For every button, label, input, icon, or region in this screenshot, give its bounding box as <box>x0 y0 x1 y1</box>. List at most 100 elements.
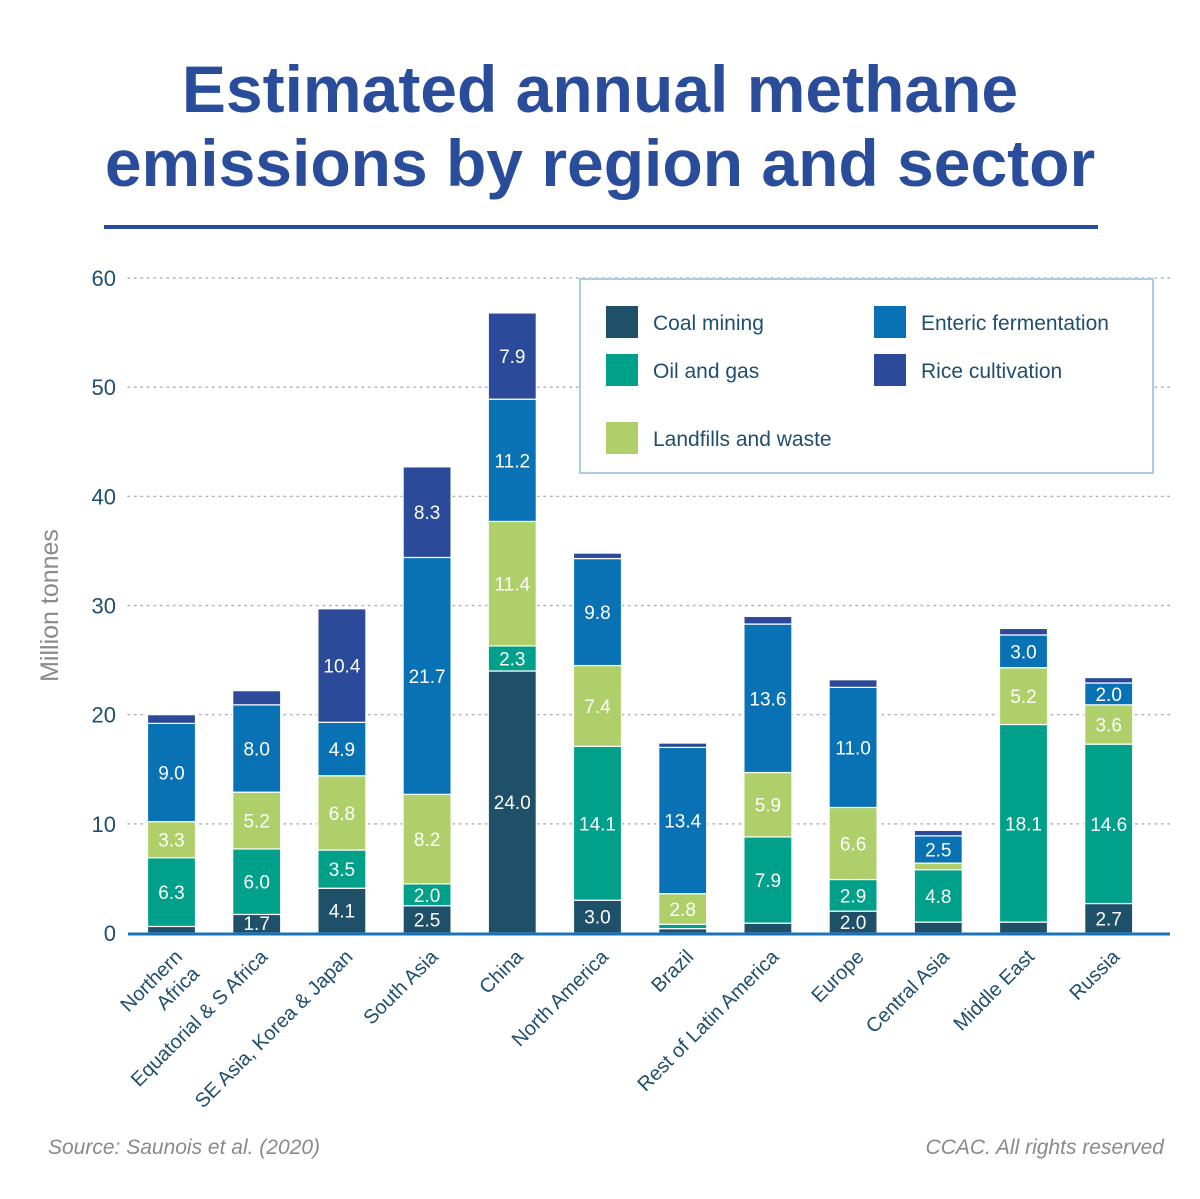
x-tick-label-line: Central Asia <box>862 945 954 1037</box>
x-tick-label-brazil: Brazil <box>647 946 698 997</box>
data-label: 11.4 <box>495 575 531 596</box>
data-label: 14.6 <box>1090 815 1127 836</box>
data-label: 10.4 <box>323 657 360 678</box>
bar-segment-enteric-fermentation <box>487 398 537 523</box>
data-label: 2.8 <box>669 900 695 921</box>
x-tick-label-south-asia: South Asia <box>359 945 443 1029</box>
bar-segment-oil-and-gas <box>913 869 963 923</box>
data-label: 3.0 <box>584 908 610 929</box>
title-underline <box>104 225 1098 229</box>
bar-segment-landfills-and-waste <box>402 793 452 885</box>
legend-item-rice-cultivation: Rice cultivation <box>874 354 1062 386</box>
data-label: 7.9 <box>499 347 525 368</box>
y-tick-label: 30 <box>92 594 116 619</box>
data-label: 2.9 <box>840 886 866 907</box>
legend-swatch <box>606 354 638 386</box>
bar-segment-coal-mining <box>913 921 963 934</box>
bar-segment-landfills-and-waste <box>828 806 878 881</box>
x-tick-label-line: South Asia <box>359 945 443 1029</box>
data-label: 6.3 <box>158 883 184 904</box>
data-label: 5.2 <box>1010 687 1036 708</box>
legend-box <box>579 278 1154 474</box>
bar-segment-enteric-fermentation <box>743 623 793 774</box>
data-label: 2.0 <box>840 913 866 934</box>
bar-segment-oil-and-gas <box>232 848 282 916</box>
data-labels: 6.3 3.3 9.0 1.7 6.0 5.2 8.0 4.1 3.5 6.8 4.9 10.4 2.5… <box>158 347 1127 935</box>
bar-stack-brazil <box>658 742 708 934</box>
bar-segment-rice-cultivation <box>1084 676 1134 684</box>
data-label: 18.1 <box>1005 814 1042 835</box>
y-tick-label: 40 <box>92 484 116 509</box>
data-label: 2.0 <box>414 886 440 907</box>
bar-segment-coal-mining <box>572 899 623 934</box>
legend-swatch <box>874 354 906 386</box>
x-tick-label-europe: Europe <box>807 946 868 1007</box>
legend-label: Coal mining <box>653 312 764 335</box>
x-tick-label-line: Europe <box>807 946 868 1007</box>
bar-segment-rice-cultivation <box>913 829 963 837</box>
data-label: 8.2 <box>414 830 440 851</box>
bar-segment-landfills-and-waste <box>743 771 793 838</box>
title-line-1: Estimated annual methane <box>181 52 1019 126</box>
x-tick-label-russia: Russia <box>1065 945 1124 1004</box>
bar-stack-north-america <box>572 552 623 934</box>
bar-segment-rice-cultivation <box>828 679 878 688</box>
data-label: 4.9 <box>329 740 355 761</box>
legend-item-coal-mining: Coal mining <box>606 306 764 338</box>
bar-segment-enteric-fermentation <box>572 557 623 667</box>
bar-segment-enteric-fermentation <box>402 556 452 795</box>
data-label: 5.2 <box>243 812 269 833</box>
data-label: 7.9 <box>755 871 781 892</box>
bar-stack-south-asia <box>402 466 452 934</box>
data-label: 2.3 <box>499 649 525 670</box>
data-label: 13.4 <box>664 812 701 833</box>
bar-segment-landfills-and-waste <box>1084 704 1134 745</box>
data-label: 2.0 <box>1095 685 1121 706</box>
bar-segment-rice-cultivation <box>658 742 708 749</box>
data-label: 2.5 <box>925 840 951 861</box>
title-line-2: emissions by region and sector <box>104 126 1096 200</box>
bar-segment-coal-mining <box>1084 902 1134 934</box>
bar-segment-coal-mining <box>658 928 708 934</box>
x-tick-label-line: Russia <box>1065 945 1124 1004</box>
legend-label: Rice cultivation <box>921 360 1062 383</box>
bar-segment-coal-mining <box>743 922 793 934</box>
bar-stack-northern-africa <box>146 714 197 934</box>
data-label: 24.0 <box>494 793 531 814</box>
bar-segment-rice-cultivation <box>743 615 793 625</box>
bars <box>146 312 1134 934</box>
bar-segment-coal-mining <box>487 670 537 934</box>
legend-item-landfills-and-waste: Landfills and waste <box>606 422 832 454</box>
data-label: 9.8 <box>584 603 610 624</box>
bar-segment-landfills-and-waste <box>658 893 708 925</box>
bar-stack-russia <box>1084 676 1134 934</box>
bar-segment-oil-and-gas <box>572 745 623 901</box>
bar-stack-europe <box>828 679 878 934</box>
x-tick-label-central-asia: Central Asia <box>862 945 954 1037</box>
bar-segment-coal-mining <box>402 905 452 934</box>
data-label: 14.1 <box>579 814 616 835</box>
y-tick-label: 60 <box>92 266 116 291</box>
bar-segment-rice-cultivation <box>317 608 367 723</box>
bar-stack-middle-east <box>998 627 1049 934</box>
bar-stack-central-asia <box>913 829 963 934</box>
bar-segment-oil-and-gas <box>317 849 367 889</box>
legend-swatch <box>606 422 638 454</box>
bar-segment-enteric-fermentation <box>828 686 878 809</box>
bar-segment-rice-cultivation <box>146 714 197 725</box>
data-label: 7.4 <box>584 697 611 718</box>
data-label: 11.2 <box>495 451 531 472</box>
x-tick-label-line: Brazil <box>647 946 698 997</box>
bar-segment-oil-and-gas <box>487 645 537 672</box>
data-label: 9.0 <box>158 764 184 785</box>
legend-label: Enteric fermentation <box>921 312 1109 335</box>
bar-stack-china <box>487 312 537 934</box>
x-tick-label-middle-east: Middle East <box>950 946 1040 1036</box>
bar-segment-enteric-fermentation <box>317 721 367 777</box>
bar-segment-rice-cultivation <box>572 552 623 560</box>
legend-label: Oil and gas <box>653 360 759 383</box>
x-tick-label-se-asia-korea-and-japan: SE Asia, Korea & Japan <box>191 946 358 1113</box>
data-label: 5.9 <box>755 796 781 817</box>
